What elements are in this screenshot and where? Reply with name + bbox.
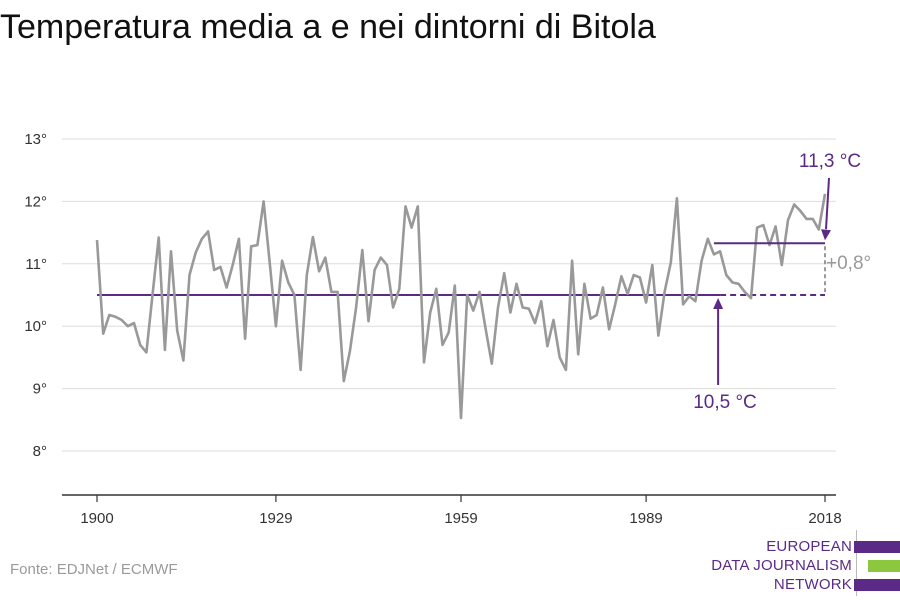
recent-arrow-head (821, 229, 831, 241)
logo-bar-top (854, 541, 900, 553)
y-tick-label-11: 11° (25, 256, 47, 273)
logo-line-data-journalism: DATA JOURNALISM (711, 557, 852, 574)
logo-bar-middle (868, 560, 900, 572)
series-line-0 (95, 193, 827, 420)
difference-label: +0,8° (826, 253, 871, 274)
source-note: Fonte: EDJNet / ECMWF (10, 561, 178, 578)
logo-line-european: EUROPEAN (766, 538, 852, 555)
x-tick-label-1959: 1959 (444, 510, 477, 527)
annotation-group: +0,8° 10,5 °C 11,3 °C (693, 151, 871, 413)
x-tick-label-1929: 1929 (259, 510, 292, 527)
recent-arrow-shaft (825, 177, 830, 230)
x-axis: 1900 1929 1959 1989 2018 (62, 494, 842, 527)
recent-value-label: 11,3 °C (799, 151, 861, 172)
baseline-value-label: 10,5 °C (693, 392, 757, 413)
chart-title: Temperatura media a e nei dintorni di Bi… (0, 8, 656, 46)
baseline-arrow-head (713, 298, 724, 309)
edjnet-logo: EUROPEAN DATA JOURNALISM NETWORK (700, 528, 900, 600)
x-tick-label-1989: 1989 (629, 510, 662, 527)
logo-line-network: NETWORK (773, 576, 852, 593)
logo-divider (856, 530, 857, 596)
y-tick-label-13: 13° (24, 131, 47, 148)
y-tick-label-9: 9° (33, 381, 47, 398)
y-tick-label-8: 8° (33, 443, 47, 460)
logo-bar-bottom (854, 579, 900, 591)
y-axis-tick-labels: 8° 9° 10° 11° 12° 13° (24, 131, 47, 460)
series-group (95, 193, 827, 420)
x-tick-label-2018: 2018 (808, 510, 841, 527)
y-tick-label-12: 12° (24, 193, 47, 210)
x-tick-label-1900: 1900 (80, 510, 113, 527)
y-tick-label-10: 10° (24, 318, 47, 335)
